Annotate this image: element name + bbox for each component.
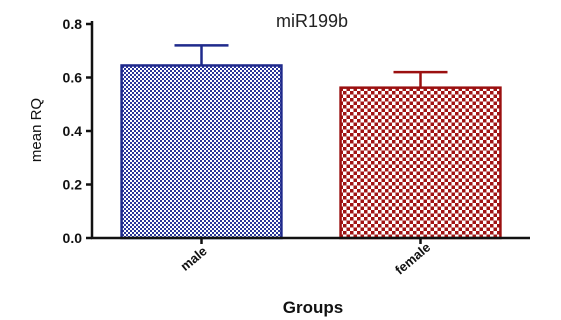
x-tick-label-male: male xyxy=(177,243,209,274)
y-tick-label: 0.4 xyxy=(63,123,83,139)
y-tick-label: 0.8 xyxy=(63,16,83,32)
x-axis-title: Groups xyxy=(283,298,343,317)
chart-title: miR199b xyxy=(276,11,348,31)
y-tick-label: 0.0 xyxy=(63,230,83,246)
bar-female xyxy=(339,86,502,240)
y-tick-label: 0.2 xyxy=(63,177,83,193)
y-tick-label: 0.6 xyxy=(63,70,83,86)
bar-male xyxy=(120,64,283,240)
y-axis-title: mean RQ xyxy=(28,98,45,162)
x-tick-label-female: female xyxy=(392,240,433,278)
